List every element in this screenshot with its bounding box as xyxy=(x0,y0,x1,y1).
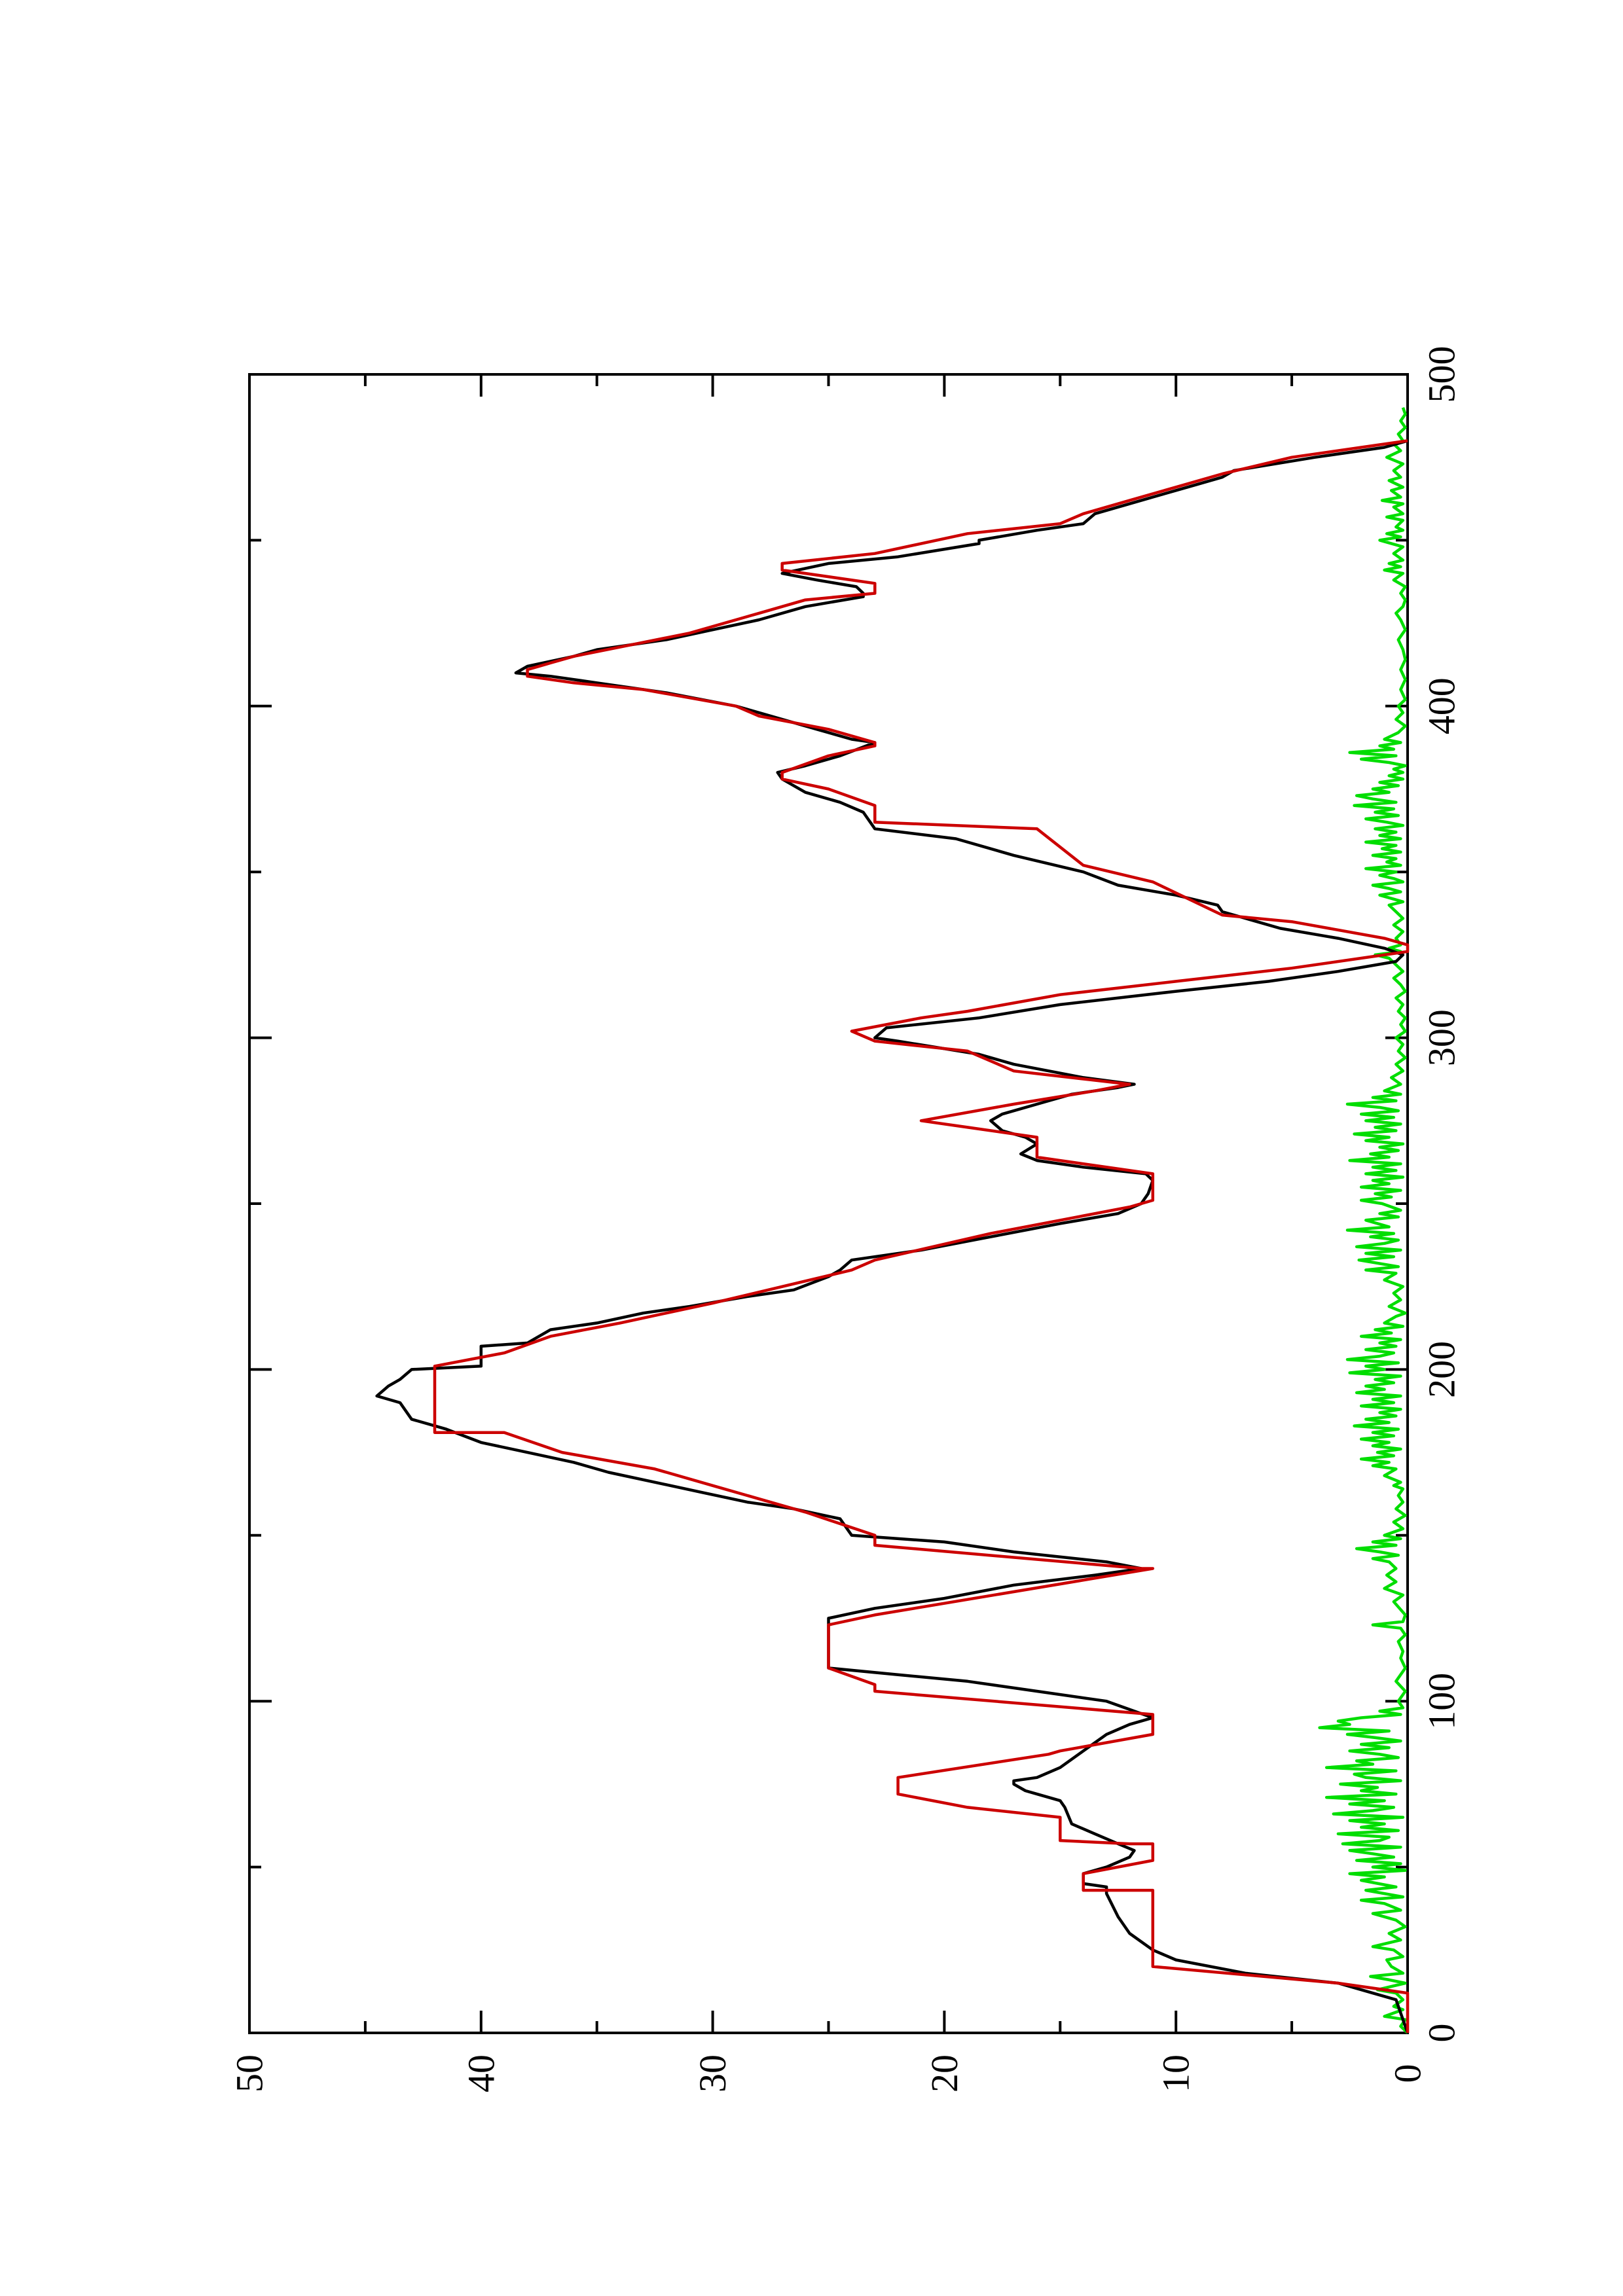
series-line-green xyxy=(1318,406,1409,2034)
x-tick-label: 200 xyxy=(1421,1341,1463,1398)
y-tick-label: 20 xyxy=(923,2054,966,2092)
axis-ticks xyxy=(248,373,1409,2034)
series-layer xyxy=(375,406,1410,2034)
y-tick-label: 40 xyxy=(460,2054,502,2092)
x-tick-label: 500 xyxy=(1421,346,1463,403)
axis-tick-labels: 0 100 200 300 400 500 0 10 20 30 40 50 xyxy=(228,346,1463,2093)
x-tick-label: 100 xyxy=(1421,1673,1463,1730)
y-tick-label: 50 xyxy=(228,2054,271,2092)
x-tick-label: 300 xyxy=(1421,1009,1463,1066)
series-line-red xyxy=(433,439,1410,2033)
x-tick-label: 0 xyxy=(1421,2024,1463,2043)
x-tick-label: 400 xyxy=(1421,677,1463,734)
y-tick-label: 0 xyxy=(1387,2064,1429,2083)
y-tick-label: 10 xyxy=(1155,2054,1197,2092)
y-tick-label: 30 xyxy=(691,2054,734,2092)
